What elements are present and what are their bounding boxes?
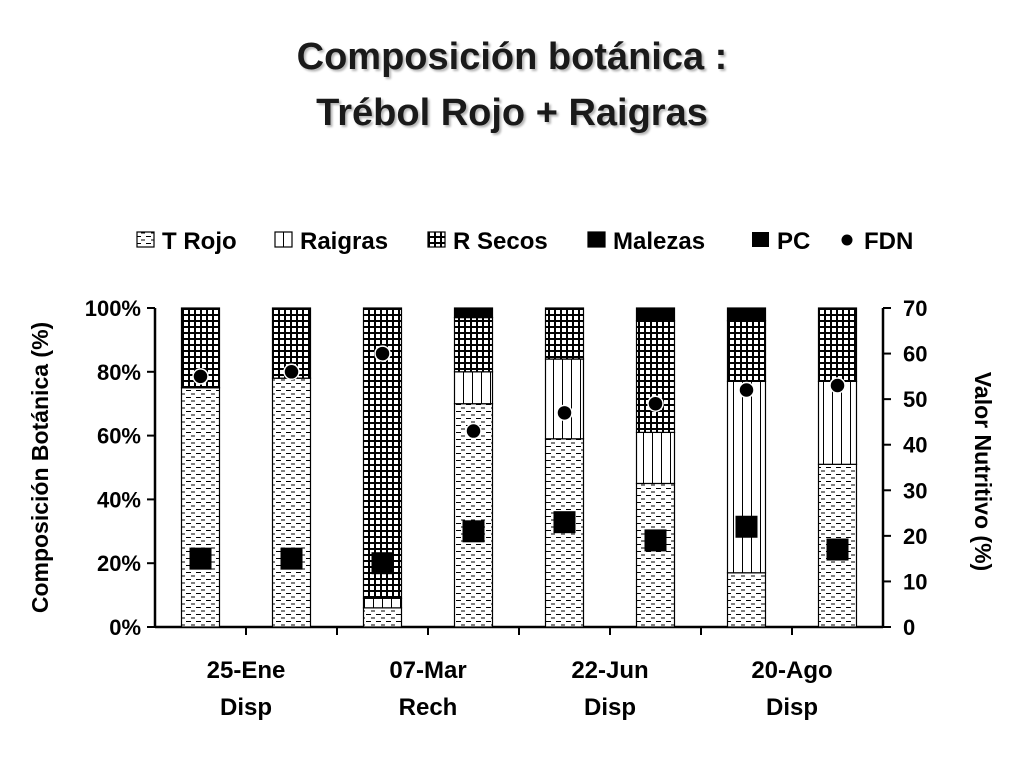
y-tick-label-right: 70 xyxy=(903,296,927,321)
bar-segment xyxy=(635,320,676,434)
legend-swatch xyxy=(841,234,853,246)
legend-label: Malezas xyxy=(613,228,705,255)
x-tick-label: 07-Mar Rech xyxy=(389,657,466,721)
y-tick-label-right: 50 xyxy=(903,387,927,412)
bar-segment xyxy=(544,358,585,440)
legend-label: R Secos xyxy=(453,228,548,255)
bar-segment xyxy=(635,431,676,485)
bar-segment xyxy=(726,572,767,628)
pc-marker xyxy=(644,529,667,552)
bar-segment xyxy=(817,380,858,465)
y-tick-label-right: 40 xyxy=(903,433,927,458)
bar-segment xyxy=(635,307,676,322)
legend-swatch xyxy=(752,232,769,247)
legend-label: Raigras xyxy=(300,228,388,255)
pc-marker xyxy=(189,547,212,570)
bar-segment xyxy=(726,380,767,574)
pc-marker xyxy=(735,515,758,538)
y-tick-label-left: 60% xyxy=(97,424,141,449)
x-tick-label: 25-Ene Disp xyxy=(207,657,286,721)
bar-segment xyxy=(453,316,494,373)
chart-title-line2: Trébol Rojo + Raigras xyxy=(316,92,708,134)
legend-label: FDN xyxy=(864,228,913,255)
y-tick-label-right: 0 xyxy=(903,615,915,640)
legend-label: PC xyxy=(777,228,810,255)
y-tick-label-right: 30 xyxy=(903,478,927,503)
bar-segment xyxy=(362,607,403,628)
legend-label: T Rojo xyxy=(162,228,237,255)
bar-segment xyxy=(180,307,221,389)
pc-marker xyxy=(826,538,849,561)
bar-segment xyxy=(453,371,494,405)
fdn-marker xyxy=(738,381,755,399)
fdn-marker xyxy=(647,395,664,412)
legend-swatch xyxy=(587,231,606,248)
bar-segment xyxy=(180,387,221,628)
y-axis-label-left: Composición Botánica (%) xyxy=(27,322,53,613)
fdn-marker xyxy=(556,404,573,422)
fdn-marker xyxy=(465,422,482,440)
x-tick-label: 20-Ago Disp xyxy=(751,657,832,721)
bar-segment xyxy=(362,597,403,609)
legend-swatch xyxy=(427,231,446,248)
pc-marker xyxy=(462,520,485,543)
y-tick-label-left: 20% xyxy=(97,551,141,576)
fdn-marker xyxy=(374,345,391,362)
bar-segment xyxy=(544,307,585,360)
y-tick-label-left: 40% xyxy=(97,487,141,512)
fdn-marker xyxy=(192,368,209,385)
legend-swatch xyxy=(136,231,155,248)
bar-segment xyxy=(726,320,767,382)
bar-segment xyxy=(544,438,585,628)
y-tick-label-right: 60 xyxy=(903,342,927,367)
pc-marker xyxy=(280,547,303,570)
bar-segment xyxy=(635,482,676,628)
bar-segment xyxy=(271,377,312,628)
legend-swatch xyxy=(274,231,293,248)
x-tick-label: 22-Jun Disp xyxy=(571,657,648,721)
chart-title-line1: Composición botánica : xyxy=(296,36,728,78)
y-tick-label-left: 0% xyxy=(109,615,141,640)
fdn-marker xyxy=(283,363,300,381)
y-tick-label-right: 20 xyxy=(903,524,927,549)
y-tick-label-left: 100% xyxy=(85,296,141,321)
y-axis-label-right: Valor Nutritivo (%) xyxy=(970,372,996,571)
pc-marker xyxy=(371,552,394,575)
y-tick-label-right: 10 xyxy=(903,569,927,594)
bar-segment xyxy=(726,307,767,322)
bar-segment xyxy=(817,307,858,382)
bar-segment xyxy=(453,307,494,319)
pc-marker xyxy=(553,511,576,534)
fdn-marker xyxy=(829,377,846,394)
y-tick-label-left: 80% xyxy=(97,360,141,385)
